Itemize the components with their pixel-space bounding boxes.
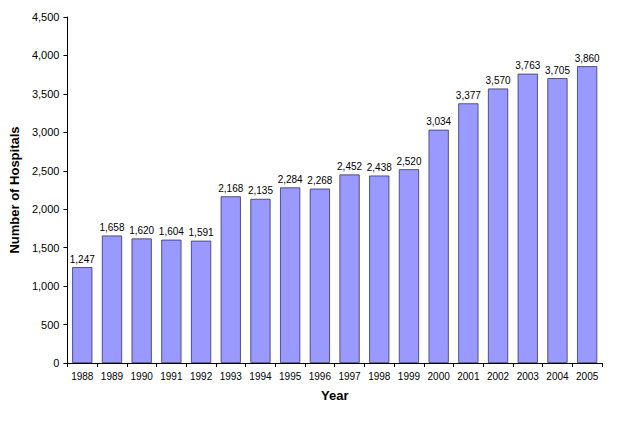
svg-text:1,658: 1,658 <box>99 222 124 233</box>
svg-text:Number of Hospitals: Number of Hospitals <box>7 126 22 253</box>
svg-text:2002: 2002 <box>487 371 510 382</box>
svg-text:2004: 2004 <box>546 371 569 382</box>
svg-text:1989: 1989 <box>101 371 124 382</box>
svg-text:2,452: 2,452 <box>337 161 362 172</box>
svg-text:2003: 2003 <box>517 371 540 382</box>
svg-text:1988: 1988 <box>71 371 94 382</box>
svg-text:1994: 1994 <box>249 371 272 382</box>
svg-text:1993: 1993 <box>220 371 243 382</box>
svg-text:2005: 2005 <box>576 371 599 382</box>
svg-text:3,860: 3,860 <box>575 53 600 64</box>
svg-text:4,500: 4,500 <box>32 11 60 23</box>
svg-text:3,763: 3,763 <box>515 60 540 71</box>
svg-text:1997: 1997 <box>338 371 361 382</box>
svg-text:1992: 1992 <box>190 371 213 382</box>
svg-text:1999: 1999 <box>398 371 421 382</box>
svg-text:3,500: 3,500 <box>32 88 60 100</box>
svg-text:4,000: 4,000 <box>32 49 60 61</box>
svg-text:0: 0 <box>53 357 59 369</box>
svg-text:500: 500 <box>41 319 59 331</box>
svg-text:3,705: 3,705 <box>545 65 570 76</box>
svg-text:1990: 1990 <box>131 371 154 382</box>
svg-text:1998: 1998 <box>368 371 391 382</box>
svg-text:3,034: 3,034 <box>426 116 451 127</box>
svg-text:1995: 1995 <box>279 371 302 382</box>
svg-text:Year: Year <box>321 388 348 403</box>
svg-text:1,604: 1,604 <box>159 226 184 237</box>
svg-text:1,500: 1,500 <box>32 242 60 254</box>
svg-text:2,168: 2,168 <box>218 183 243 194</box>
svg-text:2,268: 2,268 <box>307 175 332 186</box>
svg-text:2,284: 2,284 <box>278 174 303 185</box>
svg-text:1,591: 1,591 <box>189 227 214 238</box>
svg-text:2,000: 2,000 <box>32 203 60 215</box>
svg-text:2,438: 2,438 <box>367 162 392 173</box>
svg-text:1996: 1996 <box>309 371 332 382</box>
svg-text:1991: 1991 <box>160 371 183 382</box>
svg-text:2,135: 2,135 <box>248 185 273 196</box>
svg-text:2001: 2001 <box>457 371 480 382</box>
svg-text:2,520: 2,520 <box>396 156 421 167</box>
svg-text:2000: 2000 <box>428 371 451 382</box>
svg-text:3,000: 3,000 <box>32 126 60 138</box>
svg-text:1,620: 1,620 <box>129 225 154 236</box>
svg-text:1,000: 1,000 <box>32 280 60 292</box>
svg-text:2,500: 2,500 <box>32 165 60 177</box>
svg-text:1,247: 1,247 <box>70 254 95 265</box>
svg-text:3,377: 3,377 <box>456 90 481 101</box>
svg-text:3,570: 3,570 <box>486 75 511 86</box>
